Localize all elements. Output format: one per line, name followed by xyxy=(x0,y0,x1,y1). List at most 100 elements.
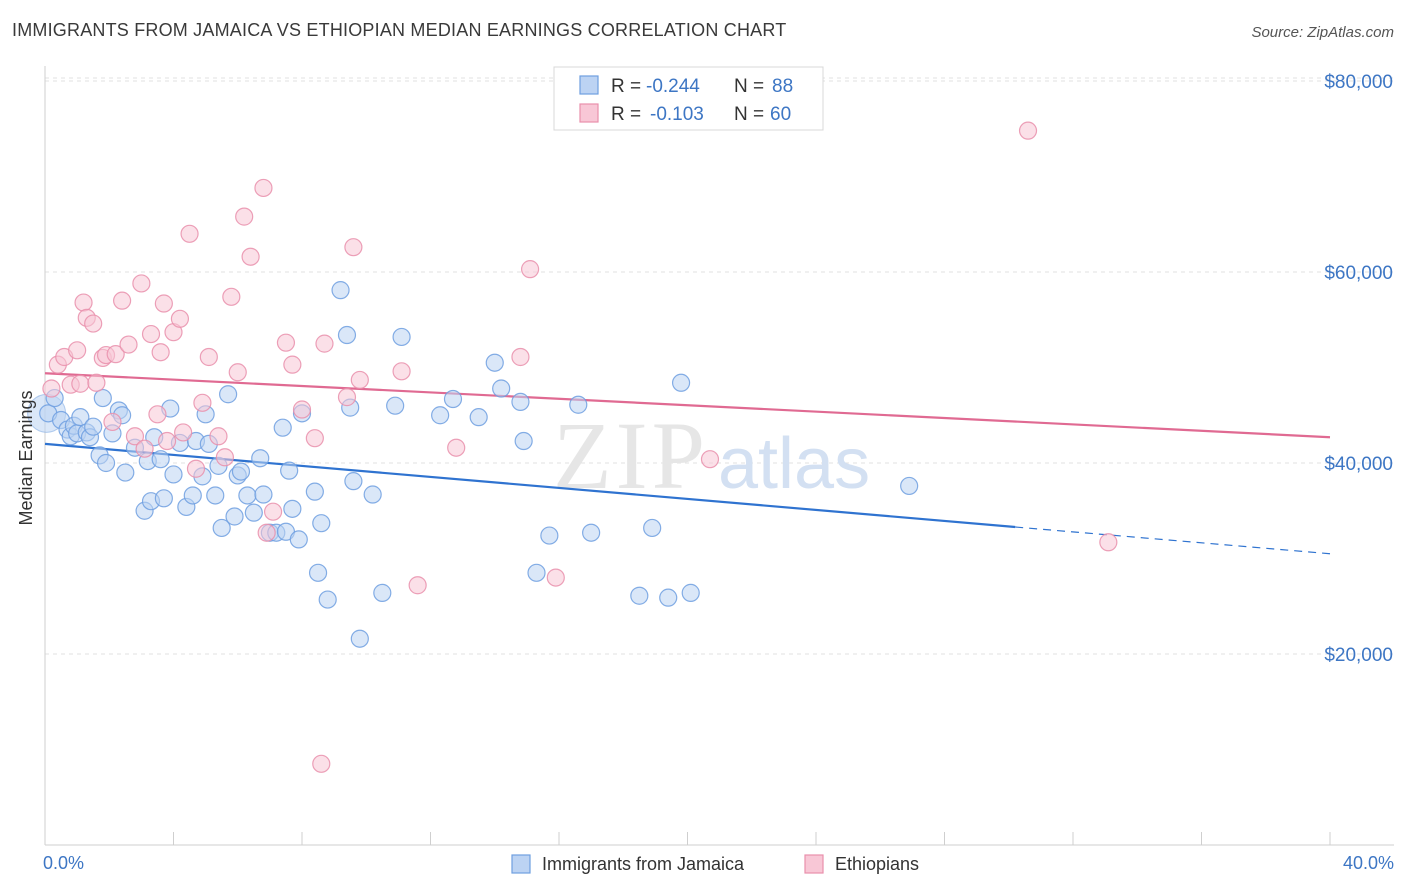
y-tick-label: $80,000 xyxy=(1324,72,1393,93)
chart-title: IMMIGRANTS FROM JAMAICA VS ETHIOPIAN MED… xyxy=(12,20,787,40)
y-axis-title: Median Earnings xyxy=(16,390,36,525)
data-point xyxy=(386,396,405,415)
data-point xyxy=(373,583,392,602)
legend-swatch-jamaica xyxy=(579,75,599,95)
data-point xyxy=(511,347,530,367)
data-point xyxy=(42,379,61,398)
data-point xyxy=(164,465,183,484)
data-point xyxy=(392,327,411,347)
data-point xyxy=(392,362,411,381)
data-point xyxy=(219,385,238,404)
data-point xyxy=(630,586,649,605)
axes xyxy=(44,66,1394,846)
watermark-atlas: atlas xyxy=(718,424,870,504)
data-point xyxy=(312,754,331,773)
data-point xyxy=(511,392,530,411)
data-point xyxy=(238,486,257,505)
data-point xyxy=(350,629,369,648)
data-point xyxy=(254,178,273,198)
data-point xyxy=(141,324,161,344)
data-point xyxy=(681,583,700,602)
trend-lines xyxy=(44,372,1331,555)
data-point xyxy=(643,518,662,538)
data-point xyxy=(225,507,244,526)
data-point xyxy=(151,450,170,469)
data-point xyxy=(431,406,450,425)
y-tick-label: $60,000 xyxy=(1324,263,1393,284)
data-point xyxy=(263,502,283,521)
data-point xyxy=(251,449,270,468)
data-point xyxy=(116,463,135,482)
data-point xyxy=(212,518,231,538)
data-point xyxy=(337,325,357,345)
data-point xyxy=(193,393,212,412)
legend-box xyxy=(553,66,824,131)
data-point xyxy=(199,347,218,367)
bottom-legend-swatch-ethiopians xyxy=(804,854,824,874)
trend-line-1 xyxy=(44,372,1331,439)
legend-swatch-ethiopians xyxy=(579,103,599,123)
data-point xyxy=(485,353,504,372)
data-point xyxy=(408,576,427,595)
data-point xyxy=(292,400,312,419)
trend-line-extension-0 xyxy=(1015,526,1331,555)
data-point xyxy=(337,388,357,407)
bottom-legend-label-jamaica: Immigrants from Jamaica xyxy=(542,854,745,874)
watermark-zip: ZIP xyxy=(553,402,709,509)
legend-r-value-2: -0.103 xyxy=(650,104,704,125)
data-point xyxy=(222,287,241,306)
data-point xyxy=(514,431,533,451)
data-point xyxy=(1018,121,1038,140)
data-point xyxy=(180,224,199,243)
data-point xyxy=(68,341,87,360)
data-point xyxy=(228,363,247,382)
data-point xyxy=(1099,533,1118,552)
data-point xyxy=(244,503,263,522)
data-point xyxy=(96,453,116,473)
x-tick-label-max: 40.0% xyxy=(1343,853,1394,873)
bottom-legend-label-ethiopians: Ethiopians xyxy=(835,854,919,874)
data-point xyxy=(157,431,177,451)
data-point xyxy=(93,388,112,408)
data-point xyxy=(527,563,546,582)
grid xyxy=(45,77,1394,655)
data-point xyxy=(87,373,106,392)
data-point xyxy=(363,485,382,504)
data-point xyxy=(582,523,601,542)
data-point xyxy=(125,427,145,446)
data-point xyxy=(276,333,296,352)
data-point xyxy=(569,395,588,414)
x-tick-label-min: 0.0% xyxy=(43,853,84,873)
legend-n-value-2: 60 xyxy=(770,104,791,125)
data-point xyxy=(257,523,276,542)
legend-r-label-2: R = xyxy=(611,104,641,125)
data-point xyxy=(148,405,167,424)
data-point xyxy=(900,476,919,496)
data-point xyxy=(119,335,138,354)
data-point xyxy=(546,568,565,587)
data-point xyxy=(350,370,369,390)
data-point xyxy=(520,260,540,279)
data-point xyxy=(305,429,324,448)
data-point xyxy=(186,459,206,478)
data-point xyxy=(492,379,511,398)
data-point xyxy=(132,274,151,293)
top-legend: R = -0.244 N = 88 R = -0.103 N = 60 xyxy=(553,66,824,131)
data-point xyxy=(84,417,103,436)
trend-line-0 xyxy=(44,442,1016,529)
data-point xyxy=(312,514,331,533)
data-point xyxy=(344,238,363,257)
data-point xyxy=(154,294,173,313)
bottom-legend-swatch-jamaica xyxy=(511,854,531,874)
data-point xyxy=(170,309,190,328)
y-tick-label: $40,000 xyxy=(1324,454,1393,475)
legend-n-label-2: N = xyxy=(734,104,764,125)
data-point xyxy=(231,462,251,481)
data-point xyxy=(540,526,559,545)
data-point xyxy=(447,438,466,457)
data-point xyxy=(71,408,90,427)
data-point xyxy=(254,485,273,504)
data-point xyxy=(280,461,299,480)
data-point xyxy=(112,291,132,310)
data-point xyxy=(215,448,234,467)
